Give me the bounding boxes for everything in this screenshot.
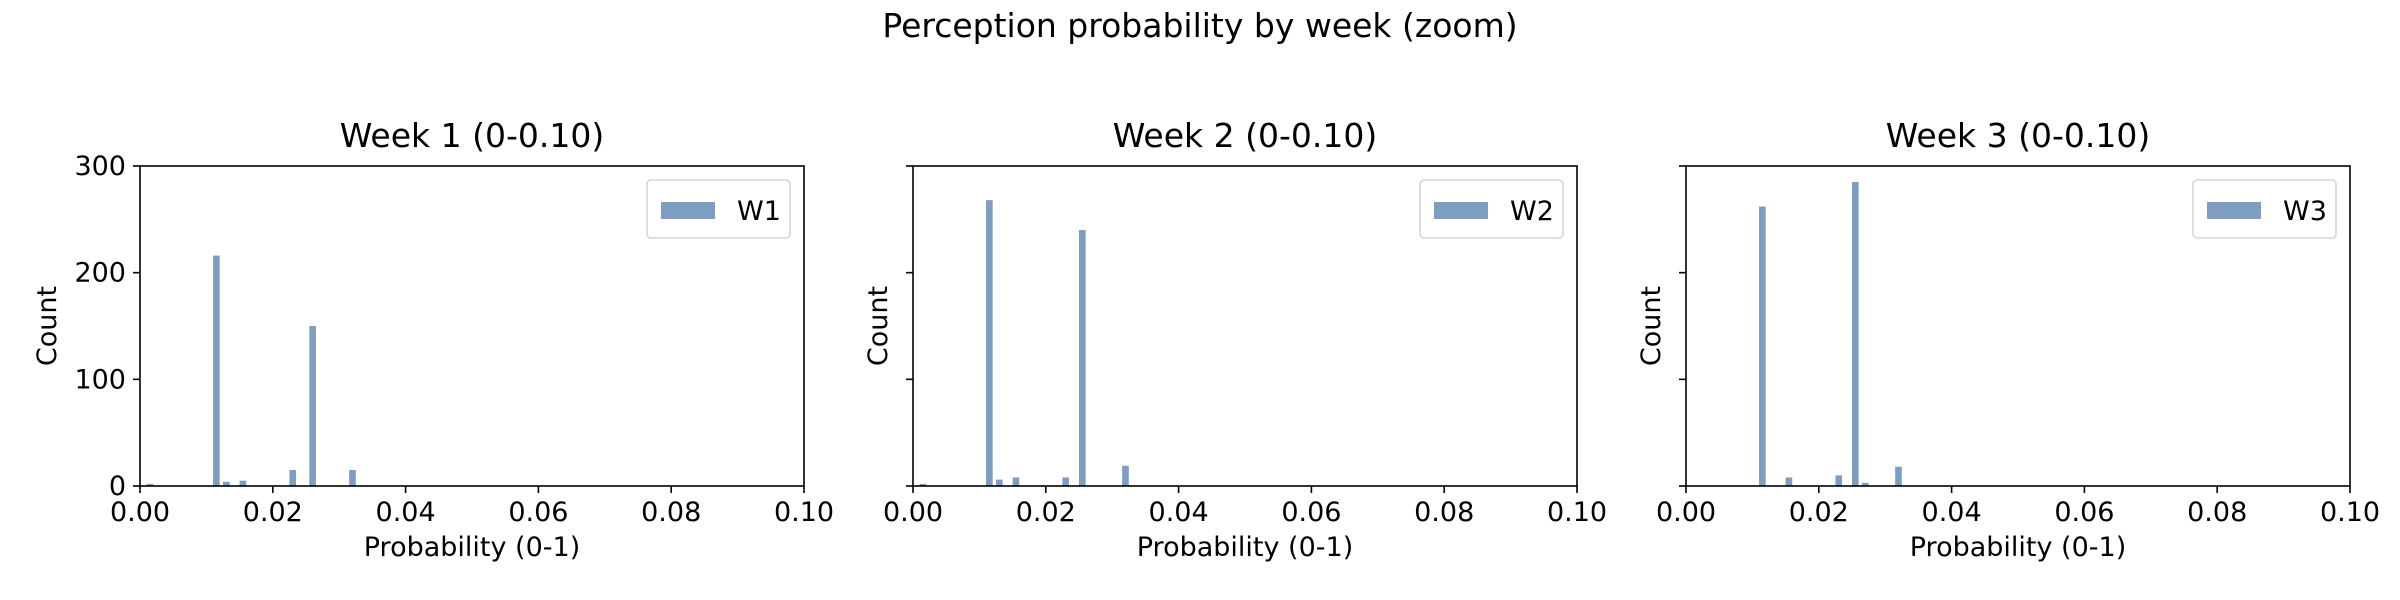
histogram-bar-4 [1012,477,1020,486]
panel-title: Week 2 (0-0.10) [1113,116,1378,155]
histogram-bar-5 [289,470,297,486]
x-tick-label: 0.06 [1281,497,1341,528]
axes-frame [139,165,805,487]
x-tick-label: 0.00 [883,497,943,528]
legend-box [646,179,791,239]
legend-box [1419,179,1564,239]
histogram-bar-5 [1062,477,1070,486]
legend-swatch [1434,202,1488,219]
histogram-bar-1 [919,483,927,486]
axes-frame [1685,165,2351,487]
histogram-bar-7 [1122,465,1129,486]
x-tick-label: 0.04 [1149,497,1209,528]
histogram-bar-3 [223,481,230,486]
histogram-bar-7 [349,470,356,486]
x-tick-label: 0.04 [1922,497,1982,528]
legend: W1 [646,179,791,239]
chart-panels: Week 1 (0-0.10) 0.00 0.02 0.04 0.06 0.08 0.10 0… [32,116,2380,563]
legend-box [2192,179,2337,239]
y-axis-label: Count [1636,286,1667,366]
y-tick-label: 300 [74,151,126,182]
histogram-bar-5 [1861,482,1869,486]
legend-label: W2 [1510,196,1554,227]
histogram-bar-4 [1852,182,1859,486]
y-axis-label: Count [32,286,63,366]
y-axis-label: Count [863,286,894,366]
x-tick-label: 0.10 [774,497,834,528]
x-tick-label: 0.04 [376,497,436,528]
panel-week-1: Week 1 (0-0.10) 0.00 0.02 0.04 0.06 0.08 0.10 0… [32,116,834,563]
x-tick-label: 0.00 [1656,497,1716,528]
y-tick-label: 200 [74,258,126,289]
x-axis-label: Probability (0-1) [1910,532,2126,563]
histogram-bar-2 [986,200,993,486]
histogram-bar-6 [1895,466,1902,486]
x-tick-label: 0.02 [243,497,303,528]
axes-frame [912,165,1578,487]
x-tick-label: 0.06 [2054,497,2114,528]
panel-title: Week 3 (0-0.10) [1886,116,2151,155]
x-axis-label: Probability (0-1) [364,532,580,563]
x-tick-label: 0.06 [508,497,568,528]
x-tick-label: 0.02 [1016,497,1076,528]
histogram-bar-1 [1759,206,1766,486]
legend-label: W1 [737,196,781,227]
legend-swatch [2207,202,2261,219]
legend: W2 [1419,179,1564,239]
legend-swatch [661,202,715,219]
x-tick-label: 0.08 [1414,497,1474,528]
histogram-bar-4 [239,480,247,486]
x-tick-label: 0.08 [641,497,701,528]
x-tick-label: 0.02 [1789,497,1849,528]
y-tick-label: 0 [109,471,126,502]
panel-week-3: Week 3 (0-0.10) 0.00 0.02 0.04 0.06 0.08 0.10 P… [1636,116,2380,563]
histogram-bar-6 [1079,230,1086,486]
histogram-bar-3 [1835,475,1843,486]
histogram-bar-2 [1785,477,1793,486]
histogram-bar-3 [996,479,1003,486]
legend: W3 [2192,179,2337,239]
panel-title: Week 1 (0-0.10) [340,116,605,155]
x-tick-label: 0.10 [2320,497,2380,528]
x-tick-label: 0.08 [2187,497,2247,528]
histogram-bar-2 [213,255,220,486]
histogram-bar-1 [146,483,154,486]
histogram-bar-6 [309,326,316,486]
x-tick-label: 0.00 [110,497,170,528]
x-tick-label: 0.10 [1547,497,1607,528]
panel-week-2: Week 2 (0-0.10) 0.00 0.02 0.04 0.06 0.08 0.10 P… [863,116,1607,563]
y-tick-label: 100 [74,364,126,395]
figure-title: Perception probability by week (zoom) [882,6,1517,45]
legend-label: W3 [2283,196,2327,227]
x-axis-label: Probability (0-1) [1137,532,1353,563]
